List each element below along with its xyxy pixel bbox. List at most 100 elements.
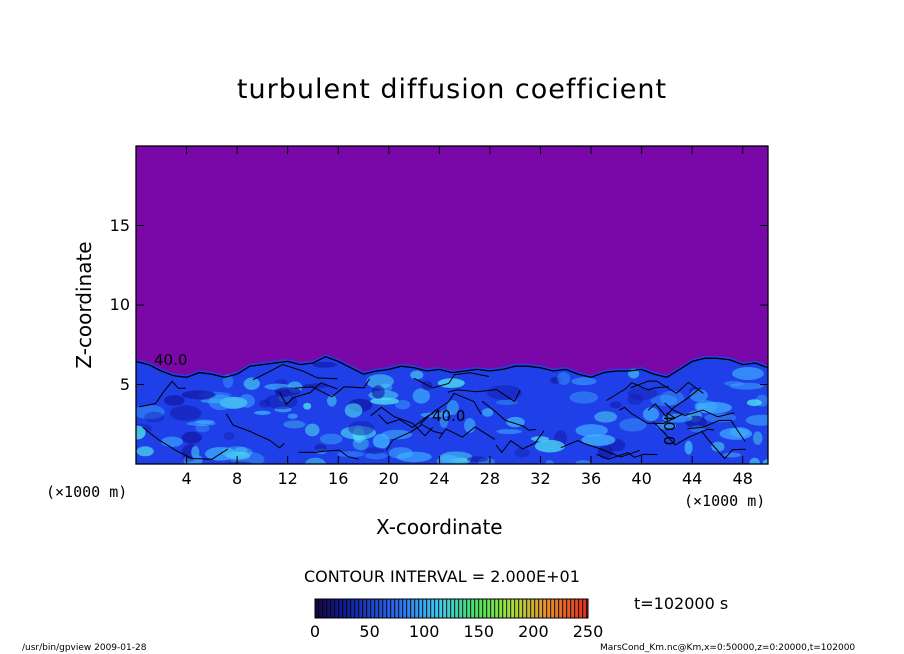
turbulence-blob [163,395,185,406]
contour-line [438,426,496,440]
turbulence-blob [160,436,183,447]
turbulence-blob [650,394,678,407]
turbulence-blob [340,425,376,440]
turbulence-blob [136,405,165,420]
y-tick-marks [136,225,768,385]
turbulence-blob [581,434,616,446]
turbulence-blob [223,431,235,440]
footer-left: /usr/bin/gpview 2009-01-28 [22,643,147,653]
colorbar-tick-label: 250 [572,622,604,641]
turbulence-blob [319,433,343,445]
turbulence-blob [238,394,255,408]
colorbar-tick-label: 150 [463,622,495,641]
turbulence-blob [221,446,253,459]
turbulence-blob [689,389,708,402]
contour-label: 40.0 [154,351,187,369]
contour-line [687,419,746,442]
x-unit-right: (×1000 m) [684,492,766,510]
turbulence-blob [627,387,658,401]
turbulence-blob [724,381,744,386]
y-tick-label: 15 [109,215,130,235]
contour-line [370,406,433,437]
x-tick-label: 40 [631,469,652,488]
turbulence-blob [186,421,216,427]
contour-line [647,387,702,417]
turbulence-blob [312,361,338,368]
turbulence-blob [136,446,154,457]
turbulence-blob [594,411,618,423]
turbulence-blob [314,444,327,452]
turbulence-blob [372,433,390,449]
x-unit-left: (×1000 m) [46,483,128,501]
turbulence-blob [181,390,216,400]
turbulence-blob [337,451,365,458]
colorbar-tick-label: 100 [408,622,440,641]
turbulence-blob [762,459,768,464]
turbulence-blob [486,385,522,400]
turbulence-blob [575,460,591,464]
x-tick-label: 28 [479,469,501,488]
contour-line [606,382,669,401]
y-tick-label: 5 [119,374,130,394]
turbulence-blob [181,431,202,444]
contour-line [447,389,521,403]
turbulence-blob [348,421,375,436]
turbulence-blob [410,370,424,380]
turbulence-blob [514,447,530,458]
turbulence-blob [642,407,660,422]
colorbar [314,598,589,619]
turbulence-blob [723,452,741,458]
chart-title: turbulent diffusion coefficient [236,74,668,105]
contour-line [664,402,735,418]
time-label: t=102000 s [634,594,729,613]
x-tick-label: 16 [328,469,349,488]
turbulence-blob [412,388,430,404]
contour-line [560,440,640,458]
turbulence-blob [303,402,312,410]
turbulence-blob [274,379,288,384]
turbulence-blob [208,394,233,411]
contour-line [298,449,359,460]
x-tick-label: 24 [429,469,450,488]
turbulence-blob [259,399,271,408]
turbulence-blob [534,439,565,453]
contour-line [385,424,443,452]
contour-line [481,400,536,431]
contour-line [378,412,434,429]
x-tick-label: 8 [232,469,243,488]
turbulence-blob [660,390,685,406]
colorbar-tick-label: 0 [309,622,321,641]
turbulence-blob [467,456,488,463]
contour-label: 40.0 [432,407,465,425]
turbulence-blob [421,380,433,391]
turbulence-blob [254,410,271,415]
turbulence-blob [283,420,306,429]
footer-right: MarsCond_Km.nc@Km,x=0:50000,z=0:20000,t=… [600,643,856,653]
contour-label: 40.0 [660,412,678,445]
turbulence-blob [395,400,411,410]
turbulence-blob [365,452,388,460]
turbulence-blob [200,398,233,404]
x-tick-label: 12 [277,469,298,488]
turbulence-blob [371,385,385,399]
turbulence-blob [287,413,298,419]
turbulence-blob [366,447,384,455]
turbulence-blob [482,408,494,417]
colorbar-tick-label: 50 [359,622,380,641]
contour-line [252,363,338,381]
turbulence-blob [388,447,413,459]
turbulence-blob [719,427,753,440]
turbulence-blob [557,372,571,385]
turbulence-blob [305,423,320,437]
turbulence-blob [344,403,363,418]
turbulence-blob [732,367,764,380]
turbulence-blob [446,400,459,416]
contour-line-top [136,355,768,378]
x-tick-label: 48 [732,469,753,488]
turbulence-blob [569,391,599,404]
turbulence-blob [575,424,608,437]
contour-line [142,427,229,460]
turbulence-blob [571,377,597,386]
contour-line [652,421,715,446]
